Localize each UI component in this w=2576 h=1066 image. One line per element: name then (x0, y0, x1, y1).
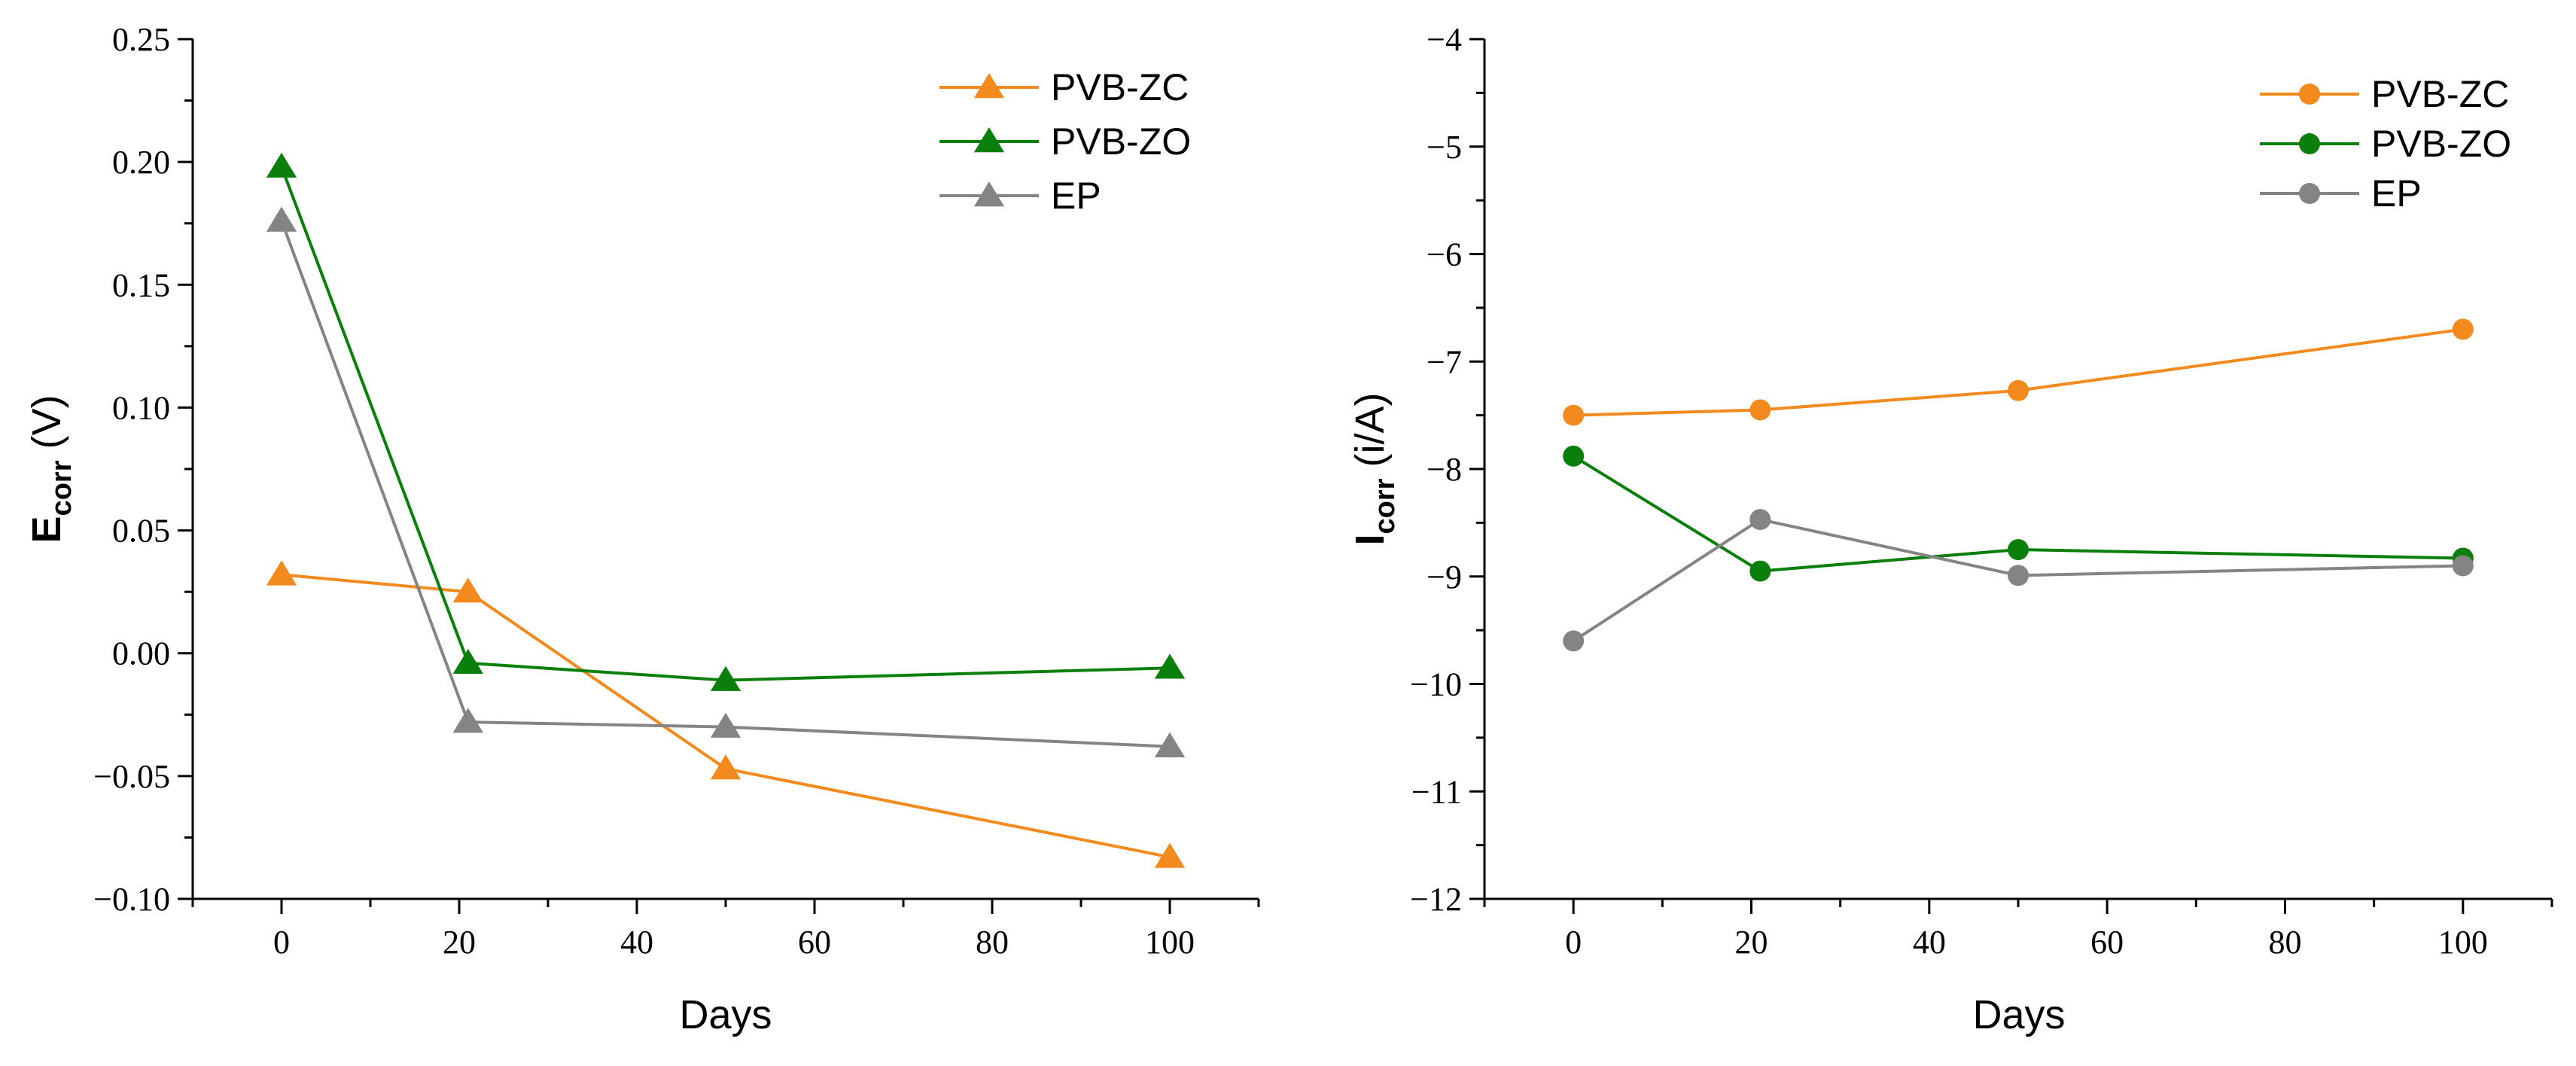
y-axis-title-sub: corr (46, 460, 78, 516)
y-tick-label: −12 (1410, 881, 1462, 918)
y-tick-label: 0.05 (112, 513, 170, 550)
data-point (1563, 445, 1585, 467)
x-tick-label: 100 (2438, 924, 2488, 961)
y-axis-title-sub: corr (1369, 478, 1401, 534)
legend-label: EP (1051, 175, 1101, 217)
series-ep (1563, 509, 2474, 652)
x-tick-label: 40 (620, 924, 653, 961)
data-point (1749, 509, 1771, 531)
legend-marker (973, 127, 1005, 153)
legend: PVB-ZC PVB-ZO EP (939, 66, 1191, 217)
x-tick-label: 40 (1913, 924, 1946, 961)
x-axis-title: Days (1972, 992, 2065, 1037)
legend: PVB-ZC PVB-ZO EP (2260, 73, 2511, 215)
data-point (1154, 732, 1186, 757)
legend-marker (973, 73, 1005, 99)
y-tick-label: −0.10 (93, 881, 170, 918)
data-point (710, 665, 741, 691)
x-axis-title: Days (679, 992, 772, 1037)
data-point (710, 712, 741, 738)
legend-marker (2299, 133, 2320, 154)
data-point (2452, 555, 2474, 577)
y-axis-title-main: E (24, 516, 69, 543)
y-tick-label: 0.10 (112, 389, 170, 426)
y-tick-label: −11 (1411, 773, 1462, 810)
series-pvb-zo (1563, 445, 2474, 582)
x-tick-label: 100 (1145, 924, 1195, 961)
x-tick-label: 60 (2090, 924, 2124, 961)
legend-label: PVB-ZC (2371, 73, 2509, 115)
data-point (2008, 539, 2029, 561)
data-point (1749, 560, 1771, 582)
x-tick-label: 80 (2269, 924, 2302, 961)
data-point (2008, 565, 2029, 586)
series-pvb-zo (266, 152, 1186, 691)
y-tick-label: 0.00 (112, 635, 170, 672)
y-tick-label: −4 (1427, 21, 1462, 58)
legend-label: PVB-ZO (2371, 123, 2511, 165)
y-tick-label: −10 (1410, 666, 1462, 703)
series-line-pvb-zo (280, 166, 1171, 682)
y-tick-label: −0.05 (93, 758, 170, 795)
x-tick-label: 80 (976, 924, 1009, 961)
y-tick-label: −8 (1427, 451, 1462, 488)
y-tick-label: −5 (1427, 129, 1462, 166)
data-point (452, 648, 483, 675)
x-tick-label: 20 (443, 924, 476, 961)
data-point (2008, 379, 2029, 401)
series-line-pvb-zc (1573, 327, 2464, 417)
data-point (1154, 842, 1186, 868)
y-axis-title-unit: (V) (24, 395, 69, 461)
data-point (266, 206, 297, 232)
series-line-pvb-zc (281, 573, 1171, 859)
series-pvb-zc (266, 560, 1186, 868)
legend-label: PVB-ZC (1051, 66, 1189, 108)
y-tick-label: 0.25 (112, 21, 170, 58)
series-ep (266, 206, 1186, 757)
legend-marker (973, 181, 1005, 207)
chart-panel-2: 0 20 40 60 80 100 −12 −11 −10 −9 −8 −7 −6 −5 −4 Days Ico… (1347, 21, 2553, 1037)
data-point (1154, 653, 1186, 679)
y-tick-label: −7 (1427, 343, 1462, 380)
x-tick-label: 0 (273, 924, 290, 961)
y-tick-label: 0.20 (112, 144, 170, 181)
legend-label: PVB-ZO (1051, 120, 1191, 163)
y-axis-title: Icorr (i/A) (1347, 393, 1401, 546)
legend-marker (2299, 183, 2320, 204)
data-point (452, 577, 483, 603)
legend-label: EP (2371, 172, 2422, 215)
y-axis-title: Ecorr (V) (24, 395, 78, 544)
series-line-ep (1573, 517, 2463, 643)
data-point (1563, 630, 1585, 652)
y-tick-label: −9 (1427, 559, 1462, 595)
x-tick-label: 20 (1735, 924, 1768, 961)
y-tick-label: 0.15 (112, 266, 170, 303)
data-point (2452, 318, 2474, 340)
chart-panel-1: 0 20 40 60 80 100 −0.10 −0.05 0.00 0.05 0.10 0.15 0.… (24, 21, 1260, 1037)
data-point (1749, 399, 1771, 421)
series-line-pvb-zo (1573, 455, 2463, 573)
y-axis-title-unit: (i/A) (1347, 393, 1393, 479)
data-point (266, 560, 297, 586)
y-axis-title-main: I (1347, 534, 1393, 545)
data-point (1563, 404, 1585, 426)
legend-marker (2299, 84, 2320, 105)
series-line-ep (280, 220, 1171, 748)
data-point (710, 754, 741, 780)
y-tick-label: −6 (1427, 236, 1462, 273)
x-tick-label: 0 (1565, 924, 1582, 961)
data-point (266, 152, 297, 178)
x-tick-label: 60 (798, 924, 831, 961)
series-pvb-zc (1563, 318, 2474, 426)
data-point (452, 708, 483, 733)
